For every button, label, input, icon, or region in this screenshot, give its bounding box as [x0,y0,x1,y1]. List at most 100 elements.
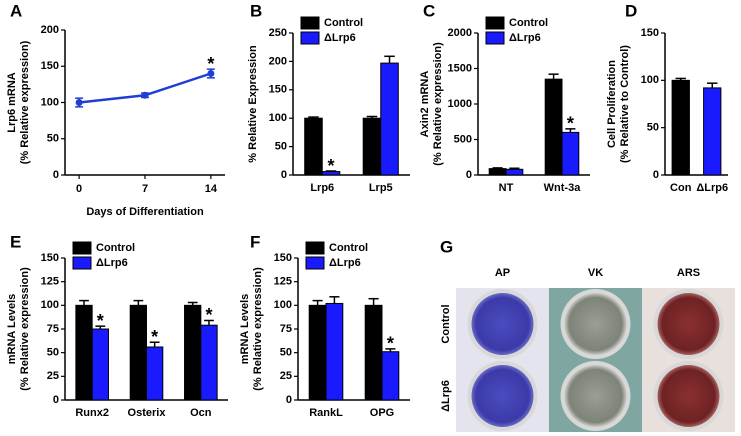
legend-label: ΔLrp6 [509,32,541,44]
bar [325,302,344,401]
bar [184,304,202,401]
significance: * [205,305,212,325]
y-tick-label: 0 [466,169,472,181]
bar [129,304,147,401]
y-axis-label: (% Relative expression) [19,267,31,391]
legend-swatch [72,256,92,270]
y-tick-label: 100 [41,299,59,311]
well [657,293,720,355]
bar [146,346,164,401]
panel-letter: D [625,1,637,20]
y-tick-label: 200 [41,24,59,36]
bar [91,328,109,401]
y-tick-label: 250 [269,27,287,39]
legend-label: ΔLrp6 [329,257,361,269]
x-tick-label: Wnt-3a [544,182,582,194]
x-tick-label: Osterix [128,407,167,419]
bar [364,304,383,401]
x-tick-label: Con [670,182,692,194]
x-tick-label: NT [499,182,514,194]
y-tick-label: 0 [653,169,659,181]
panel-letter: G [440,237,453,256]
y-tick-label: 50 [47,347,59,359]
y-axis-label: mRNA Levels [6,294,18,365]
panel-letter: A [10,1,22,20]
legend-label: Control [324,17,363,29]
y-axis-label: % Relative Expression [247,45,259,163]
significance: * [207,54,214,74]
y-tick-label: 2000 [448,27,472,39]
y-tick-label: 100 [274,299,292,311]
legend-swatch [305,256,325,270]
x-tick-label: 7 [142,183,148,195]
x-tick-label: Ocn [190,407,212,419]
bar [544,78,563,176]
y-tick-label: 75 [47,323,59,335]
bar [75,304,93,401]
significance: * [387,334,394,354]
y-tick-label: 25 [280,370,292,382]
x-tick-label: RankL [309,407,343,419]
x-tick-label: Lrp5 [369,182,393,194]
column-label: VK [588,267,603,279]
y-tick-label: 25 [47,370,59,382]
y-tick-label: 1000 [448,98,472,110]
y-tick-label: 150 [41,252,59,264]
column-label: ARS [677,267,700,279]
y-tick-label: 50 [275,141,287,153]
x-tick-label: 0 [76,183,82,195]
y-tick-label: 100 [269,112,287,124]
y-tick-label: 0 [53,394,59,406]
y-tick-label: 75 [280,323,292,335]
legend-swatch [300,31,320,45]
bar [362,117,382,176]
legend-swatch [305,241,325,255]
row-label: Control [440,304,452,343]
panel-letter: E [10,232,21,251]
y-tick-label: 0 [281,169,287,181]
well [564,293,627,355]
legend-swatch [485,16,505,30]
x-tick-label: 14 [205,183,218,195]
y-tick-label: 100 [641,74,659,86]
y-tick-label: 150 [274,252,292,264]
y-axis-label: Axin2 mRNA [419,71,431,138]
y-tick-label: 1500 [448,62,472,74]
bar [671,79,690,176]
x-tick-label: Runx2 [75,407,109,419]
significance: * [151,327,158,347]
significance: * [328,156,335,176]
legend-swatch [485,31,505,45]
y-axis-label: mRNA Levels [239,294,251,365]
y-tick-label: 150 [641,27,659,39]
y-tick-label: 100 [41,96,59,108]
legend-swatch [72,241,92,255]
bar [200,324,218,401]
y-tick-label: 200 [269,55,287,67]
bar [321,171,341,176]
row-label: ΔLrp6 [440,380,452,412]
bar [505,168,524,176]
y-axis-label: (% Relative expression) [252,267,264,391]
y-tick-label: 500 [454,133,472,145]
y-axis-label: (% Relative expression) [19,40,31,164]
well [657,365,720,427]
x-tick-label: OPG [370,407,394,419]
legend-label: ΔLrp6 [324,32,356,44]
point [207,70,215,77]
column-label: AP [495,267,510,279]
bar [380,62,399,176]
x-tick-label: Lrp6 [310,182,334,194]
bar [308,304,327,401]
y-tick-label: 150 [41,60,59,72]
y-tick-label: 50 [280,347,292,359]
y-tick-label: 50 [647,122,659,134]
bar [381,351,400,401]
y-axis-label: (% Relative expression) [432,42,444,166]
panel-letter: B [250,1,262,20]
x-axis-label: Days of Differentiation [86,206,204,218]
y-tick-label: 0 [53,169,59,181]
y-tick-label: 125 [274,276,292,288]
legend-swatch [300,16,320,30]
